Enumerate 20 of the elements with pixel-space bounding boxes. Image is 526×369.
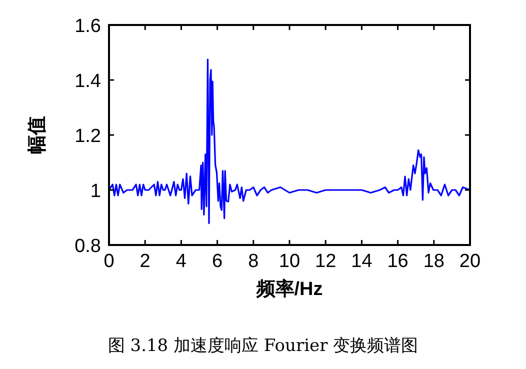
x-tick-label: 12 <box>315 251 336 272</box>
x-tick-label: 16 <box>387 251 408 272</box>
x-tick-label: 4 <box>176 251 187 272</box>
x-tick-label: 18 <box>423 251 444 272</box>
x-tick-label: 10 <box>278 251 300 272</box>
x-tick-label: 6 <box>212 251 223 272</box>
y-axis-title: 幅值 <box>27 116 48 154</box>
x-tick-label: 2 <box>140 251 150 272</box>
y-tick-label: 1.4 <box>74 71 102 92</box>
x-tick-label: 14 <box>351 251 373 272</box>
y-tick-label: 0.8 <box>74 236 101 257</box>
line-series <box>109 58 470 224</box>
x-tick-label: 20 <box>459 251 481 272</box>
y-tick-label: 1 <box>90 181 101 202</box>
caption: 图 3.18 加速度响应 Fourier 变换频谱图 <box>108 336 418 356</box>
y-tick-label: 1.6 <box>74 16 101 37</box>
x-tick-label: 8 <box>248 251 259 272</box>
y-tick-label: 1.2 <box>74 126 101 147</box>
x-tick-label: 0 <box>104 251 114 272</box>
x-axis-title: 频率/Hz <box>255 278 323 300</box>
